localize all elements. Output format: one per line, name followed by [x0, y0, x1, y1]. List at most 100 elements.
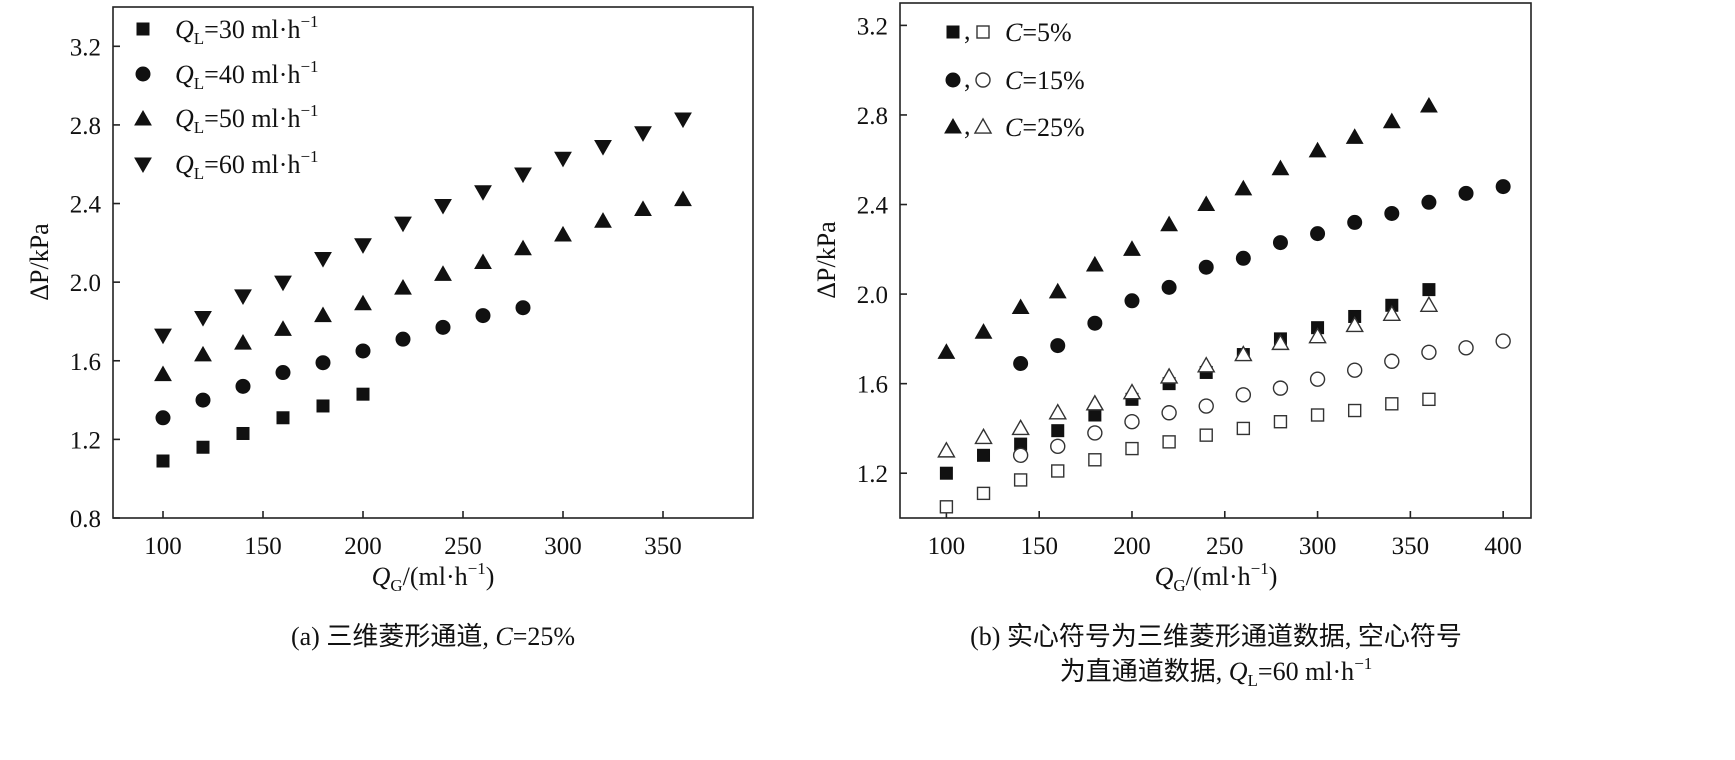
- data-point-circle-filled: [155, 410, 171, 426]
- data-point-triangle-down-filled: [234, 289, 252, 305]
- data-point-square-open: [1236, 421, 1251, 436]
- legend-marker-triangle-down: [134, 157, 152, 174]
- x-tick-label: 150: [244, 533, 282, 560]
- data-point-triangle-up-filled: [594, 212, 612, 228]
- data-point-circle-filled: [275, 365, 291, 381]
- panel-b-plot-frame: [899, 2, 1532, 519]
- legend-marker-open-square: [976, 25, 990, 39]
- data-point-circle-open: [1161, 405, 1177, 421]
- data-point-triangle-up-filled: [314, 306, 332, 323]
- panel-b-ticks: 100 150 200 250 300 350 400 1.2 1.6 2.0 2.4 2.8 3.2: [857, 13, 1522, 560]
- y-tick-label: 3.2: [70, 34, 101, 61]
- data-point-circle-filled: [1013, 356, 1029, 371]
- panel-a-plot-frame: [112, 6, 754, 519]
- panel-b-caption-line2: 为直通道数据, QL=60 ml·h−1: [1060, 654, 1373, 690]
- data-point-circle-open: [1495, 333, 1511, 349]
- legend-entry-c25: C=25%: [1005, 113, 1085, 142]
- data-point-triangle-up-filled: [1420, 96, 1438, 113]
- data-point-triangle-up-open: [1122, 383, 1142, 400]
- x-tick-label: 250: [444, 533, 482, 560]
- data-point-square-filled: [236, 426, 250, 440]
- data-point-circle-filled: [1495, 179, 1511, 195]
- data-point-square-open: [1199, 428, 1213, 442]
- x-tick-label: 250: [1206, 533, 1244, 560]
- y-tick-label: 2.0: [70, 270, 101, 297]
- data-point-triangle-down-filled: [394, 216, 412, 233]
- data-point-circle-open: [1198, 398, 1214, 414]
- x-tick-label: 350: [1392, 533, 1430, 560]
- data-point-triangle-up-open: [1196, 356, 1216, 373]
- data-point-triangle-down-filled: [514, 167, 532, 184]
- panel-a-chart: 100 150 200 250 300 3500.81.21.62.02.42.83.2 …: [25, 6, 754, 651]
- data-point-circle-filled: [315, 355, 331, 371]
- data-point-circle-open: [1124, 414, 1140, 430]
- data-point-circle-filled: [355, 343, 371, 359]
- y-tick-label: 2.8: [70, 113, 101, 140]
- x-tick-label: 150: [1020, 533, 1058, 560]
- data-point-square-filled: [196, 440, 210, 454]
- data-point-circle-filled: [1384, 205, 1400, 221]
- data-point-triangle-up-open: [1345, 315, 1364, 333]
- data-point-circle-open: [1309, 371, 1326, 387]
- legend-marker-filled-circle: [945, 72, 961, 88]
- data-point-triangle-up-filled: [1234, 179, 1253, 196]
- data-point-circle-filled: [1050, 338, 1066, 354]
- data-point-circle-filled: [235, 378, 251, 394]
- data-point-triangle-up-filled: [1085, 255, 1104, 272]
- data-point-square-open: [1385, 397, 1399, 411]
- data-point-circle-filled: [1347, 214, 1363, 230]
- data-point-triangle-up-filled: [1197, 195, 1216, 212]
- y-tick-label: 0.8: [70, 506, 101, 533]
- data-point-triangle-up-filled: [634, 200, 652, 216]
- data-point-square-filled: [276, 411, 290, 425]
- data-point-triangle-up-filled: [274, 320, 292, 336]
- data-point-triangle-up-open: [1011, 418, 1030, 436]
- data-point-triangle-down-filled: [194, 310, 212, 327]
- data-point-triangle-up-open: [1308, 327, 1327, 344]
- y-tick-label: 2.4: [70, 192, 102, 219]
- y-tick-label: 1.6: [70, 349, 101, 376]
- panel-a-ticks: 100 150 200 250 300 350 0.8 1.2 1.6 2.0 2.4 2.8 3.2: [70, 34, 682, 560]
- data-point-circle-filled: [475, 308, 491, 324]
- data-point-square-open: [1051, 464, 1065, 478]
- y-tick-label: 1.2: [70, 427, 101, 454]
- data-point-triangle-up-open: [1159, 367, 1179, 384]
- data-point-triangle-up-open: [937, 441, 956, 458]
- data-point-triangle-up-open: [1048, 403, 1068, 420]
- legend-marker-circle: [135, 66, 151, 82]
- legend-sep-c15: ,: [964, 64, 971, 93]
- data-point-triangle-up-filled: [514, 239, 532, 256]
- panel-b-chart: 100 150 200 250 300 350 4001.21.62.02.42.83.2 …: [812, 2, 1532, 690]
- data-point-triangle-down-filled: [434, 198, 452, 215]
- legend-entry-c15: C=15%: [1005, 66, 1085, 95]
- data-point-triangle-down-filled: [314, 252, 332, 268]
- data-point-triangle-up-filled: [1048, 282, 1067, 299]
- panel-b-legend-markers: [944, 25, 993, 134]
- panel-a-caption: (a) 三维菱形通道, C=25%: [291, 622, 575, 651]
- y-tick-label: 2.4: [857, 193, 889, 220]
- legend-entry-ql60: QL=60 ml·h−1: [175, 147, 319, 183]
- data-point-square-open: [1013, 473, 1028, 487]
- legend-sep-c25: ,: [964, 111, 971, 140]
- legend-marker-filled-square: [946, 25, 960, 39]
- data-point-square-open: [1310, 408, 1325, 422]
- data-point-square-open: [976, 486, 991, 501]
- data-point-triangle-up-filled: [974, 323, 993, 339]
- data-point-square-open: [1347, 403, 1362, 418]
- data-point-circle-open: [1012, 447, 1029, 464]
- data-point-square-filled: [156, 454, 170, 468]
- legend-sep-c5: ,: [964, 16, 971, 45]
- x-tick-label: 100: [928, 533, 966, 560]
- panel-b-caption-line1: (b) 实心符号为三维菱形通道数据, 空心符号: [970, 622, 1462, 651]
- data-point-square-filled: [977, 448, 991, 462]
- data-point-square-open: [1162, 435, 1176, 449]
- data-point-circle-filled: [515, 300, 531, 316]
- y-tick-label: 1.6: [857, 372, 888, 399]
- data-point-circle-open: [1272, 380, 1289, 396]
- data-point-triangle-up-filled: [1308, 141, 1327, 158]
- data-point-triangle-up-filled: [1345, 128, 1364, 144]
- data-point-triangle-up-filled: [1123, 240, 1141, 256]
- data-point-triangle-up-filled: [194, 345, 212, 362]
- panel-a-legend: QL=30 ml·h−1 QL=40 ml·h−1 QL=50 ml·h−1 Q…: [134, 12, 319, 183]
